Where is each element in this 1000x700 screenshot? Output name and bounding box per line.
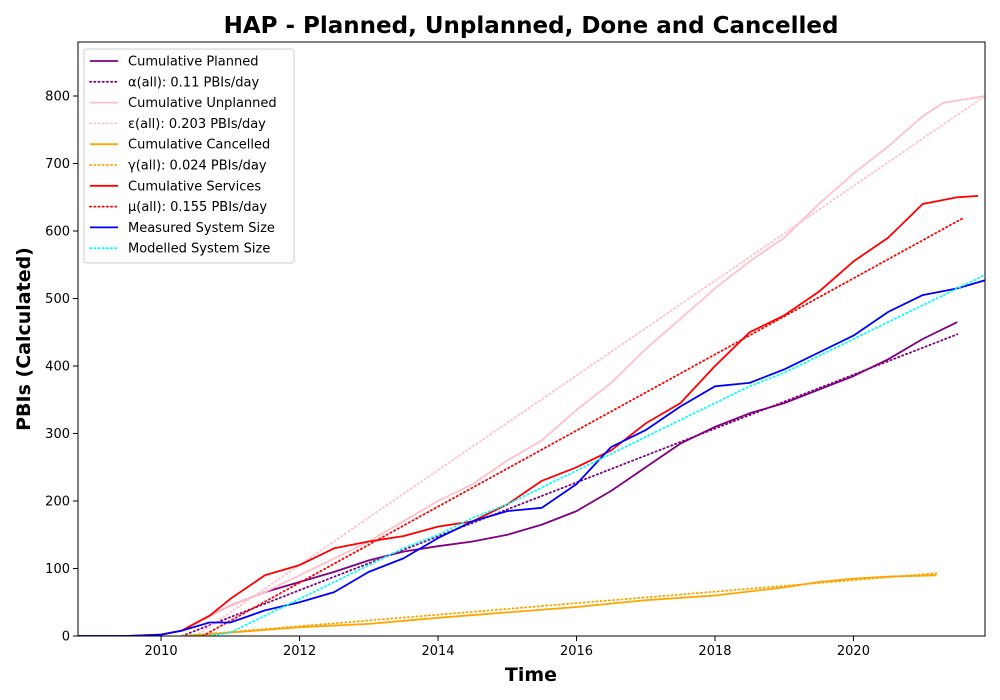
x-tick-label: 2018 bbox=[698, 644, 731, 659]
legend-label-6: γ(all): 0.024 PBIs/day bbox=[128, 159, 267, 174]
legend-label-9: Measured System Size bbox=[128, 221, 275, 236]
x-tick-label: 2010 bbox=[145, 644, 178, 659]
x-tick-label: 2016 bbox=[560, 644, 593, 659]
y-tick-label: 0 bbox=[62, 630, 70, 645]
series-line-3 bbox=[78, 95, 985, 636]
series-line-9 bbox=[78, 279, 985, 636]
series-line-8 bbox=[201, 216, 966, 636]
y-tick-label: 100 bbox=[45, 562, 70, 577]
chart-title: HAP - Planned, Unplanned, Done and Cance… bbox=[224, 13, 839, 39]
series-line-6 bbox=[180, 572, 938, 636]
y-tick-label: 700 bbox=[45, 157, 70, 172]
x-axis-label: Time bbox=[505, 664, 557, 686]
x-tick-label: 2020 bbox=[837, 644, 870, 659]
axis-ticks: 2010 2012 2014 2016 2018 2020 0 100 200 300 400 500… bbox=[45, 90, 870, 660]
y-tick-label: 500 bbox=[45, 292, 70, 307]
legend-label-4: ε(all): 0.203 PBIs/day bbox=[128, 117, 266, 132]
legend-label-7: Cumulative Services bbox=[128, 179, 261, 194]
y-tick-label: 300 bbox=[45, 427, 70, 442]
y-axis-label: PBIs (Calculated) bbox=[13, 247, 35, 431]
legend-label-8: μ(all): 0.155 PBIs/day bbox=[128, 200, 267, 215]
legend-box bbox=[83, 48, 295, 264]
x-tick-label: 2014 bbox=[421, 644, 454, 659]
series-line-5 bbox=[181, 574, 937, 636]
legend-label-1: Cumulative Planned bbox=[128, 55, 258, 70]
legend-label-3: Cumulative Unplanned bbox=[128, 96, 277, 111]
series-line-10 bbox=[187, 273, 985, 636]
series-line-4 bbox=[194, 95, 985, 636]
series-line-2 bbox=[180, 333, 959, 636]
legend: Cumulative Planned α(all): 0.11 PBIs/day C… bbox=[83, 48, 295, 264]
plot-area bbox=[78, 95, 985, 636]
y-tick-label: 200 bbox=[45, 495, 70, 510]
x-tick-label: 2012 bbox=[283, 644, 316, 659]
legend-label-10: Modelled System Size bbox=[128, 242, 270, 257]
legend-label-5: Cumulative Cancelled bbox=[128, 138, 270, 153]
series-line-7 bbox=[78, 195, 979, 636]
legend-label-2: α(all): 0.11 PBIs/day bbox=[128, 75, 259, 90]
y-tick-label: 600 bbox=[45, 225, 70, 240]
y-tick-label: 800 bbox=[45, 90, 70, 105]
plot-frame bbox=[77, 41, 986, 637]
y-tick-label: 400 bbox=[45, 360, 70, 375]
series-line-1 bbox=[78, 321, 958, 636]
